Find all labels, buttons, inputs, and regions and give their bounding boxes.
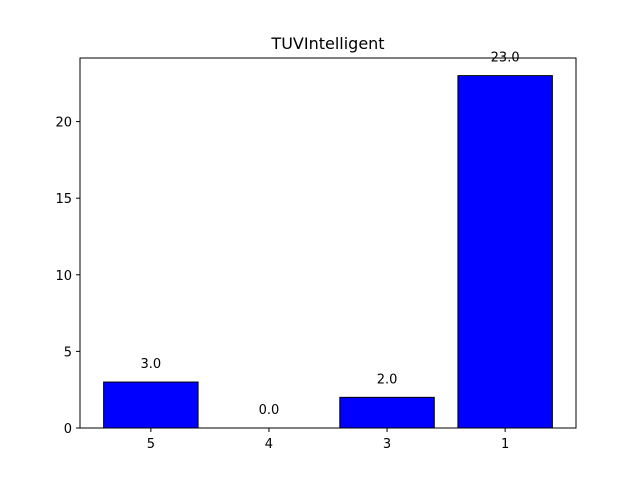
bar-3 [339, 396, 435, 429]
y-tick-label: 5 [64, 345, 72, 360]
y-axis: 0 5 10 15 20 [55, 116, 80, 437]
bar-5 [103, 381, 199, 429]
data-label-4: 0.0 [259, 403, 280, 418]
plot-frame [79, 57, 577, 429]
x-tick-label: 1 [501, 437, 509, 452]
y-tick-label: 10 [55, 269, 72, 284]
bar-1 [457, 75, 553, 429]
x-axis: 5 4 3 1 [147, 428, 509, 452]
data-label-3: 2.0 [377, 372, 398, 387]
bars-group [103, 75, 553, 429]
y-tick-label: 20 [55, 116, 72, 131]
x-tick-label: 4 [265, 437, 273, 452]
x-tick-label: 5 [147, 437, 155, 452]
data-label-5: 3.0 [141, 357, 162, 372]
y-tick-label: 0 [64, 422, 72, 437]
chart-title: TUVIntelligent [270, 34, 384, 53]
y-tick-label: 15 [55, 192, 72, 207]
x-tick-label: 3 [383, 437, 391, 452]
